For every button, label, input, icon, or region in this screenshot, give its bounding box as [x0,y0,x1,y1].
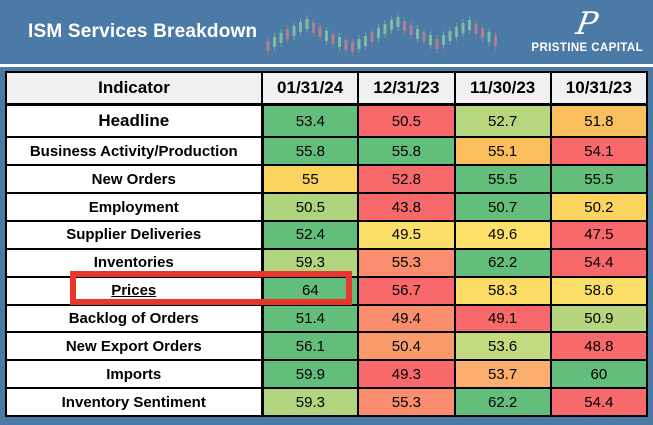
table-row: New Orders 55 52.8 55.5 55.5 [5,164,649,195]
value-cell: 62.2 [453,247,552,278]
value-cell: 49.6 [453,220,552,250]
value-cell: 55.5 [549,164,649,195]
table-row: New Export Orders 56.1 50.4 53.6 48.8 [5,331,649,362]
value-cell: 54.1 [549,136,649,167]
indicator-label-cell: New Orders [5,164,264,195]
table-row: Backlog of Orders 51.4 49.4 49.1 50.9 [5,303,649,334]
value-cell: 55.1 [453,136,552,167]
logo-monogram-icon: P [573,6,601,43]
value-cell: 59.9 [260,359,360,390]
table-row: Employment 50.5 43.8 50.7 50.2 [5,192,649,222]
candlestick-chart-graphic [266,13,497,56]
value-cell: 49.3 [357,359,456,390]
value-cell: 50.7 [453,192,552,222]
value-cell: 48.8 [549,331,649,362]
indicator-label-cell: Inventory Sentiment [5,387,264,417]
table-row: Imports 59.9 49.3 53.7 60 [5,359,649,390]
table-row: Inventories 59.3 55.3 62.2 54.4 [5,247,649,278]
indicator-label-cell: New Export Orders [5,331,264,362]
value-cell: 51.8 [549,103,649,139]
value-cell: 55.5 [453,164,552,195]
pristine-capital-logo: P PRISTINE CAPITAL [531,6,643,55]
indicator-label-cell: Backlog of Orders [5,303,264,334]
value-cell: 53.6 [453,331,552,362]
value-cell: 58.3 [453,275,552,306]
value-cell: 52.8 [357,164,456,195]
value-cell: 43.8 [357,192,456,222]
value-cell: 59.3 [260,387,360,417]
banner: ISM Services Breakdown P PRISTINE CAPITA… [0,0,653,64]
value-cell: 47.5 [549,220,649,250]
value-cell: 60 [549,359,649,390]
table-row: Business Activity/Production 55.8 55.8 5… [5,136,649,167]
value-cell: 59.3 [260,247,360,278]
value-cell: 53.7 [453,359,552,390]
value-cell: 49.5 [357,220,456,250]
logo-name: PRISTINE CAPITAL [531,42,643,55]
column-header-indicator: Indicator [5,71,263,106]
indicator-label-cell: Prices [5,275,264,306]
value-cell: 51.4 [260,303,360,334]
table-row: Supplier Deliveries 52.4 49.5 49.6 47.5 [5,220,649,250]
value-cell: 52.4 [260,220,360,250]
page-title: ISM Services Breakdown [28,21,258,42]
value-cell: 50.5 [357,103,456,139]
column-header-date-2: 12/31/23 [357,71,456,106]
value-cell: 55.3 [357,247,456,278]
value-cell: 55.8 [260,136,360,167]
value-cell: 50.5 [260,192,360,222]
value-cell: 49.4 [357,303,456,334]
header-row: Indicator 01/31/24 12/31/23 11/30/23 10/… [5,71,649,106]
indicator-label-cell: Inventories [5,247,264,278]
column-header-date-1: 01/31/24 [260,71,360,106]
indicator-label-cell: Imports [5,359,264,390]
indicator-label-cell: Employment [5,192,264,222]
table-row: Headline 53.4 50.5 52.7 51.8 [5,103,649,139]
value-cell: 55.8 [357,136,456,167]
indicator-label-cell: Business Activity/Production [5,136,264,167]
column-header-date-4: 10/31/23 [549,71,649,106]
value-cell: 50.4 [357,331,456,362]
value-cell: 50.9 [549,303,649,334]
value-cell: 54.4 [549,247,649,278]
column-header-date-3: 11/30/23 [453,71,552,106]
indicator-label-cell: Supplier Deliveries [5,220,264,250]
value-cell: 49.1 [453,303,552,334]
value-cell: 56.7 [357,275,456,306]
value-cell: 64 [260,275,360,306]
value-cell: 52.7 [453,103,552,139]
value-cell: 55 [260,164,360,195]
value-cell: 56.1 [260,331,360,362]
ism-breakdown-table: Indicator 01/31/24 12/31/23 11/30/23 10/… [5,71,649,417]
value-cell: 55.3 [357,387,456,417]
value-cell: 62.2 [453,387,552,417]
value-cell: 54.4 [549,387,649,417]
indicator-label-cell: Headline [5,103,264,139]
table-frame: Indicator 01/31/24 12/31/23 11/30/23 10/… [0,67,653,425]
table-row: Inventory Sentiment 59.3 55.3 62.2 54.4 [5,387,649,417]
banner-divider [0,64,653,67]
table-row: Prices 64 56.7 58.3 58.6 [5,275,649,306]
value-cell: 58.6 [549,275,649,306]
value-cell: 50.2 [549,192,649,222]
value-cell: 53.4 [260,103,360,139]
